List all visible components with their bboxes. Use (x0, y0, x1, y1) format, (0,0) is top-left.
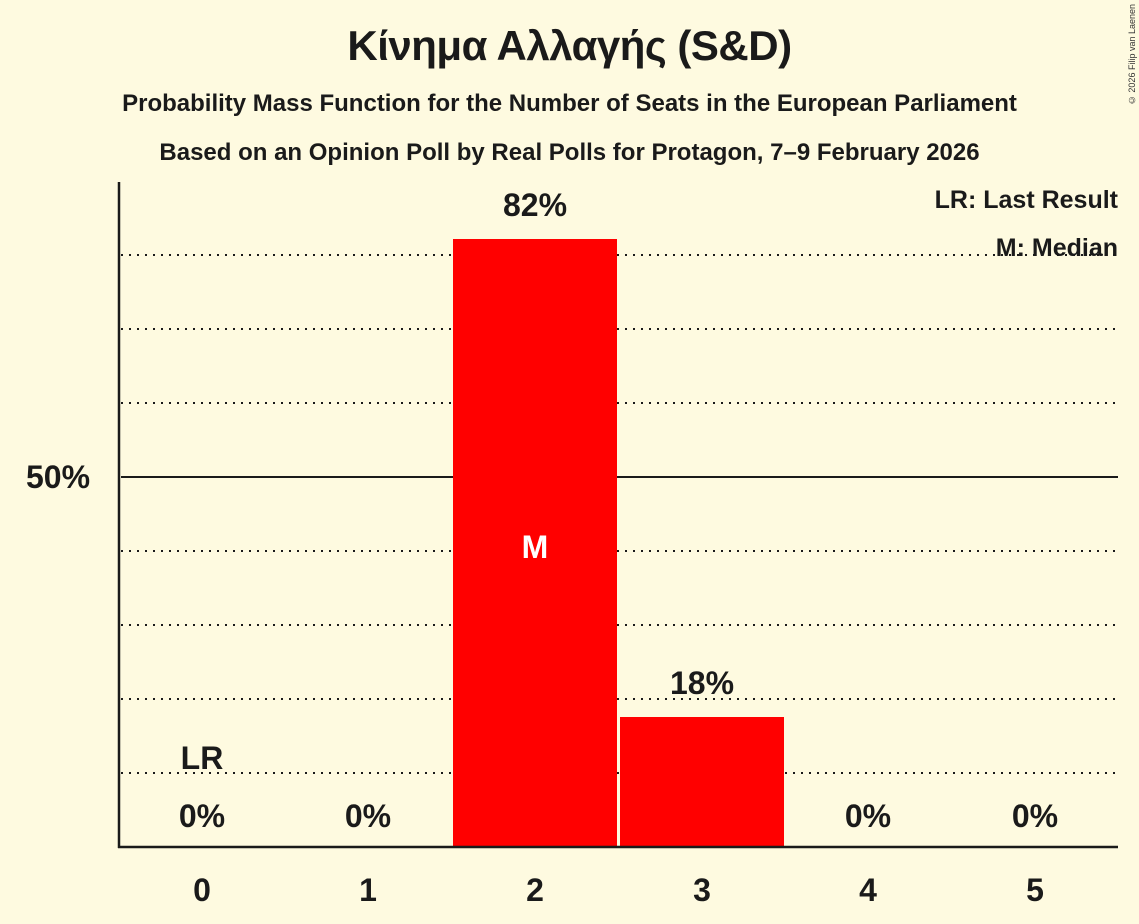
bar-value-4: 0% (844, 798, 892, 834)
x-tick-1: 1 (359, 872, 377, 908)
bar-2 (453, 239, 617, 847)
x-tick-0: 0 (193, 872, 211, 908)
legend-median: M: Median (995, 234, 1118, 262)
last-result-marker: LR (180, 740, 224, 776)
bar-3 (620, 717, 784, 847)
bar-value-1: 0% (344, 798, 392, 834)
x-tick-2: 2 (526, 872, 544, 908)
legend-last-result: LR: Last Result (934, 186, 1118, 214)
chart-title: Κίνημα Αλλαγής (S&D) (347, 22, 792, 69)
y-tick-50: 50% (26, 459, 91, 495)
bar-value-2: 82% (502, 187, 568, 223)
median-marker: M (522, 529, 549, 565)
x-tick-4: 4 (859, 872, 877, 908)
x-tick-5: 5 (1026, 872, 1044, 908)
chart-subtitle: Probability Mass Function for the Number… (122, 90, 1017, 117)
bar-value-3: 18% (669, 665, 735, 701)
chart-source: Based on an Opinion Poll by Real Polls f… (159, 139, 980, 166)
bar-value-0: 0% (178, 798, 226, 834)
x-tick-3: 3 (693, 872, 711, 908)
bar-value-5: 0% (1011, 798, 1059, 834)
